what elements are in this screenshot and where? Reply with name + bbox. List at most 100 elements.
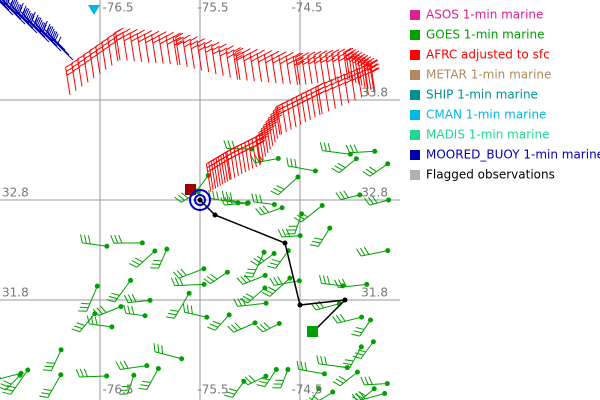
track-point [342,297,348,303]
barb-flag [0,386,6,391]
barb-flag [293,217,302,223]
barb-flag [174,277,180,286]
barb-flag [209,323,219,328]
barb-flag [27,12,32,21]
barb-flag [354,52,363,58]
barb-flag [263,322,271,329]
barb-staff [122,32,128,61]
barb-flag [47,25,52,34]
barb-staff [255,137,261,166]
track-point [297,302,303,308]
barb-staff [10,369,29,395]
barb-flag [365,168,374,175]
barb-staff [315,303,340,311]
barb-flag [209,273,218,280]
station-dot [340,283,346,289]
barb-flag [279,55,288,61]
barb-flag [75,368,80,378]
barb-staff [310,89,316,118]
barb-flag [71,328,80,333]
barb-flag [337,48,346,54]
barb-flag [363,62,372,68]
barb-flag [218,43,227,49]
barb-flag [286,55,295,61]
station-dot [370,339,376,345]
barb-staff [269,277,291,297]
barb-staff [307,56,313,84]
barb-flag [35,16,40,25]
station-dot [104,243,110,249]
barb-flag [244,274,251,282]
barb-flag [312,240,321,244]
barb-flag [15,3,20,12]
barb-staff [173,292,190,319]
barb-flag [251,193,255,202]
barb-flag [50,28,55,37]
barb-flag [220,197,225,206]
barb-flag [178,277,184,286]
station-dot [263,373,269,379]
station-dot [321,371,327,377]
barb-staff [203,44,210,73]
barb-flag [244,376,252,384]
barb-flag [247,268,257,271]
legend-label: ASOS 1-min marine [426,8,543,22]
barb-staff [71,63,77,91]
barb-flag [42,369,52,372]
barb-flag [39,395,48,399]
barb-staff [65,67,71,96]
barb-staff [79,375,107,378]
lon-label: -75.5 [197,383,228,397]
barb-flag [326,57,335,63]
barb-staff [242,52,248,81]
barb-staff [295,96,302,125]
barb-flag [308,397,314,400]
barb-flag [151,30,160,36]
station-dot [359,314,365,320]
legend-swatch [410,110,420,120]
barb-flag [277,276,283,285]
barb-flag [172,271,180,279]
station-dot [271,202,277,208]
barb-flag [271,50,280,56]
barb-staff [233,148,239,176]
barb-staff [214,314,230,331]
barb-flag [24,8,30,17]
barb-flag [115,361,121,370]
barb-staff [39,29,62,52]
barb-flag [290,158,293,167]
barb-flag [131,305,135,315]
barb-flag [259,323,267,331]
barb-flag [335,192,342,200]
barb-flag [110,234,115,244]
barb-flag [294,60,303,66]
barb-flag [174,196,182,203]
barb-staff [288,165,316,172]
barb-flag [254,154,260,163]
barb-staff [244,142,250,171]
barb-flag [308,59,317,65]
barb-flag [370,63,379,69]
barb-flag [92,308,100,316]
barb-flag [357,69,366,75]
barb-flag [295,52,304,58]
legend-swatch [410,10,420,20]
barb-flag [229,192,233,201]
barb-flag [182,34,191,40]
barb-staff [263,54,270,83]
barb-flag [256,49,265,55]
barb-staff [318,363,348,369]
barb-flag [19,2,24,11]
barb-flag [204,39,213,45]
barb-flag [345,51,354,57]
barb-staff [360,59,366,88]
barb-flag [335,378,344,384]
barb-flag [36,17,42,26]
barb-staff [237,146,243,175]
station-dot [201,281,207,287]
barb-staff [257,253,275,266]
barb-flag [334,165,343,171]
barb-flag [355,352,364,356]
barb-flag [275,102,284,108]
legend-swatch [410,50,420,60]
